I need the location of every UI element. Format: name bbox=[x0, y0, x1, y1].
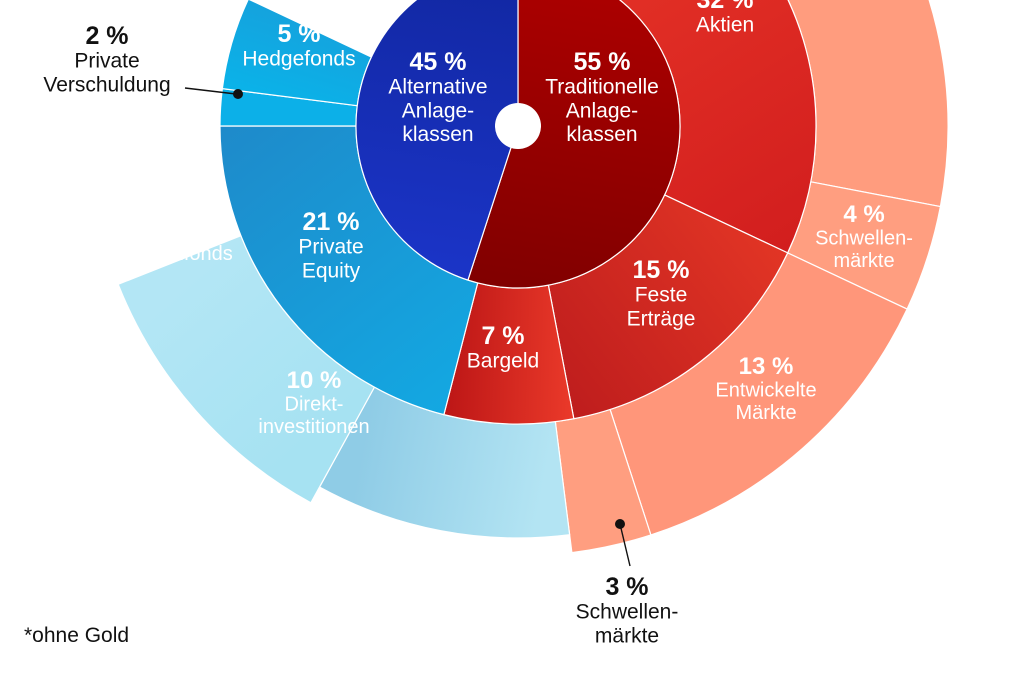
label-bargeld-pct: 7 % bbox=[481, 322, 524, 350]
label-bargeld-label-line: Bargeld bbox=[467, 350, 539, 373]
callout-schwellenmaerkte-feste-ertraege-pct: 3 % bbox=[605, 573, 648, 601]
label-private-equity-label-line: Private bbox=[298, 236, 363, 259]
label-traditionelle-anlageklassen-pct: 55 % bbox=[574, 48, 631, 76]
segment-entwickelte-maerkte-aktien bbox=[787, 0, 949, 208]
callout-schwellenmaerkte-feste-ertraege-label-line: märkte bbox=[595, 624, 659, 647]
label-alternative-anlageklassen-label-line: klassen bbox=[402, 123, 473, 146]
callout-schwellenmaerkte-feste-ertraege-label-line: Schwellen- bbox=[576, 601, 679, 624]
label-hedgefonds-label-line: Hedgefonds bbox=[242, 48, 355, 71]
callout-private-verschuldung-label-line: Private bbox=[74, 50, 139, 73]
label-aktien-pct: 32 % bbox=[697, 0, 754, 14]
label-hedgefonds: 5 %Hedgefonds bbox=[242, 20, 355, 71]
label-alternative-anlageklassen-label-line: Anlage- bbox=[402, 99, 474, 122]
label-aktien: 32 %Aktien bbox=[696, 0, 754, 37]
label-alternative-anlageklassen-label-line: Alternative bbox=[388, 76, 487, 99]
label-schwellenmaerkte-aktien: 4 %Schwellen-märkte bbox=[815, 201, 913, 272]
callout-dot-schwellenmaerkte-feste-ertraege bbox=[615, 519, 625, 529]
label-feste-ertraege-label-line: Erträge bbox=[627, 307, 696, 330]
callout-dot-private-verschuldung bbox=[233, 89, 243, 99]
callouts bbox=[184, 87, 631, 567]
label-alternative-anlageklassen-pct: 45 % bbox=[410, 48, 467, 76]
label-traditionelle-anlageklassen-label-line: klassen bbox=[566, 123, 637, 146]
label-fonds-dachfonds-label-line: Fonds / bbox=[152, 221, 219, 243]
label-feste-ertraege-label-line: Feste bbox=[635, 284, 688, 307]
middle-ring bbox=[219, 0, 817, 425]
label-feste-ertraege-pct: 15 % bbox=[633, 256, 690, 284]
label-schwellenmaerkte-aktien-pct: 4 % bbox=[843, 201, 884, 228]
label-direktinvestitionen: 10 %Direkt-investitionen bbox=[258, 367, 369, 438]
label-hedgefonds-pct: 5 % bbox=[277, 20, 320, 48]
label-direktinvestitionen-label-line: investitionen bbox=[258, 416, 369, 438]
label-fonds-dachfonds-label-line: Dachfonds bbox=[137, 243, 233, 265]
label-schwellenmaerkte-aktien-label-line: Schwellen- bbox=[815, 228, 913, 250]
center-hole bbox=[495, 103, 541, 149]
callout-line-schwellenmaerkte-feste-ertraege bbox=[619, 523, 631, 567]
label-traditionelle-anlageklassen-label-line: Traditionelle bbox=[545, 76, 659, 99]
callout-private-verschuldung-pct: 2 % bbox=[85, 22, 128, 50]
outer-ring bbox=[117, 0, 949, 554]
footnote: *ohne Gold bbox=[24, 624, 130, 647]
callout-line-private-verschuldung bbox=[184, 87, 237, 95]
label-fonds-dachfonds-pct: 11 % bbox=[158, 194, 211, 221]
label-aktien-label-line: Aktien bbox=[696, 14, 754, 37]
label-private-equity-pct: 21 % bbox=[303, 208, 360, 236]
label-traditionelle-anlageklassen-label-line: Anlage- bbox=[566, 99, 638, 122]
label-fonds-dachfonds: 11 %Fonds /Dachfonds bbox=[137, 194, 233, 265]
label-entwickelte-maerkte-feste-ertraege-label-line: Märkte bbox=[735, 402, 796, 424]
label-entwickelte-maerkte-feste-ertraege-label-line: Entwickelte bbox=[715, 380, 816, 402]
label-bargeld: 7 %Bargeld bbox=[467, 322, 539, 373]
callout-schwellenmaerkte-feste-ertraege: 3 %Schwellen-märkte bbox=[576, 573, 679, 647]
label-schwellenmaerkte-aktien-label-line: märkte bbox=[833, 250, 894, 272]
label-direktinvestitionen-pct: 10 % bbox=[287, 367, 342, 394]
inner-ring bbox=[355, 0, 681, 289]
label-entwickelte-maerkte-feste-ertraege-pct: 13 % bbox=[739, 353, 794, 380]
label-direktinvestitionen-label-line: Direkt- bbox=[285, 394, 344, 416]
callout-private-verschuldung-label-line: Verschuldung bbox=[43, 73, 170, 96]
center-hole-circle bbox=[495, 103, 541, 149]
label-private-equity-label-line: Equity bbox=[302, 259, 361, 282]
